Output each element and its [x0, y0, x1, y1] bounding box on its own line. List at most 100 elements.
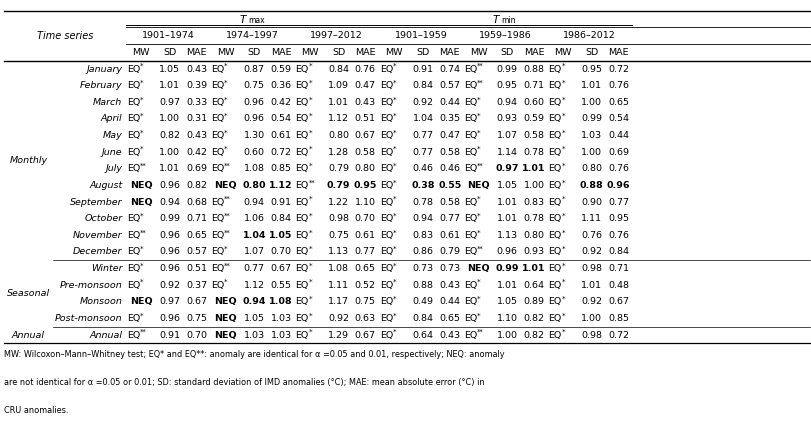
Text: 0.65: 0.65 — [608, 98, 629, 107]
Text: 0.97: 0.97 — [496, 164, 519, 173]
Text: 0.88: 0.88 — [580, 181, 603, 190]
Text: 0.58: 0.58 — [440, 197, 460, 206]
Text: EQ: EQ — [380, 64, 393, 73]
Text: EQ: EQ — [380, 98, 393, 107]
Text: EQ: EQ — [464, 197, 478, 206]
Text: 0.84: 0.84 — [328, 64, 349, 73]
Text: MAE: MAE — [440, 48, 460, 57]
Text: EQ: EQ — [380, 314, 393, 323]
Text: EQ: EQ — [464, 297, 478, 306]
Text: 0.94: 0.94 — [413, 214, 433, 223]
Text: 0.59: 0.59 — [271, 64, 291, 73]
Text: 0.70: 0.70 — [271, 248, 291, 257]
Text: 1.00: 1.00 — [581, 148, 602, 157]
Text: 1.01: 1.01 — [497, 281, 517, 290]
Text: EQ: EQ — [548, 330, 562, 340]
Text: 0.99: 0.99 — [497, 64, 517, 73]
Text: 0.92: 0.92 — [413, 98, 433, 107]
Text: EQ: EQ — [295, 64, 309, 73]
Text: 1.12: 1.12 — [328, 114, 349, 124]
Text: 0.48: 0.48 — [608, 281, 629, 290]
Text: EQ: EQ — [211, 64, 224, 73]
Text: 0.96: 0.96 — [160, 181, 180, 190]
Text: *: * — [393, 163, 397, 169]
Text: *: * — [139, 113, 144, 119]
Text: EQ: EQ — [211, 264, 224, 273]
Text: EQ: EQ — [548, 164, 562, 173]
Text: 0.96: 0.96 — [607, 181, 630, 190]
Text: EQ: EQ — [127, 330, 139, 340]
Text: 0.84: 0.84 — [413, 314, 433, 323]
Text: MAE: MAE — [271, 48, 291, 57]
Text: 1.00: 1.00 — [497, 330, 517, 340]
Text: *: * — [309, 229, 312, 235]
Text: MAE: MAE — [608, 48, 629, 57]
Text: *: * — [562, 279, 565, 285]
Text: *: * — [309, 279, 312, 285]
Text: 1.01: 1.01 — [522, 264, 546, 273]
Text: NEQ: NEQ — [214, 181, 237, 190]
Text: *: * — [309, 246, 312, 252]
Text: 1974–1997: 1974–1997 — [225, 31, 279, 40]
Text: NEQ: NEQ — [214, 314, 237, 323]
Text: 1.03: 1.03 — [243, 330, 265, 340]
Text: *: * — [562, 113, 565, 119]
Text: *: * — [139, 146, 144, 152]
Text: Winter: Winter — [91, 264, 122, 273]
Text: EQ: EQ — [295, 114, 309, 124]
Text: *: * — [309, 329, 312, 335]
Text: 0.54: 0.54 — [271, 114, 291, 124]
Text: EQ: EQ — [548, 281, 562, 290]
Text: *: * — [478, 229, 481, 235]
Text: EQ: EQ — [464, 330, 478, 340]
Text: *: * — [562, 229, 565, 235]
Text: EQ: EQ — [380, 214, 393, 223]
Text: 0.77: 0.77 — [355, 248, 375, 257]
Text: EQ: EQ — [127, 164, 139, 173]
Text: *: * — [393, 296, 397, 302]
Text: 0.94: 0.94 — [160, 197, 180, 206]
Text: EQ: EQ — [380, 181, 393, 190]
Text: 0.82: 0.82 — [524, 314, 544, 323]
Text: *: * — [309, 96, 312, 102]
Text: 0.94: 0.94 — [244, 197, 264, 206]
Text: EQ: EQ — [127, 148, 139, 157]
Text: 1.22: 1.22 — [328, 197, 349, 206]
Text: **: ** — [309, 179, 315, 185]
Text: EQ: EQ — [127, 98, 139, 107]
Text: EQ: EQ — [211, 214, 224, 223]
Text: EQ: EQ — [211, 114, 224, 124]
Text: *: * — [309, 163, 312, 169]
Text: 1959–1986: 1959–1986 — [478, 31, 532, 40]
Text: MW: MW — [132, 48, 150, 57]
Text: 1.14: 1.14 — [497, 148, 517, 157]
Text: 0.93: 0.93 — [523, 248, 545, 257]
Text: 0.99: 0.99 — [496, 264, 519, 273]
Text: 0.76: 0.76 — [355, 64, 375, 73]
Text: 1.00: 1.00 — [160, 148, 180, 157]
Text: 0.70: 0.70 — [355, 214, 375, 223]
Text: 1.01: 1.01 — [160, 164, 180, 173]
Text: 0.91: 0.91 — [413, 64, 433, 73]
Text: 0.80: 0.80 — [581, 164, 602, 173]
Text: EQ: EQ — [295, 297, 309, 306]
Text: MW: MW — [385, 48, 403, 57]
Text: SD: SD — [416, 48, 430, 57]
Text: **: ** — [478, 329, 484, 335]
Text: 0.72: 0.72 — [608, 64, 629, 73]
Text: *: * — [309, 113, 312, 119]
Text: 0.43: 0.43 — [186, 131, 208, 140]
Text: 0.96: 0.96 — [160, 248, 180, 257]
Text: EQ: EQ — [127, 114, 139, 124]
Text: 0.55: 0.55 — [271, 281, 291, 290]
Text: 0.59: 0.59 — [524, 114, 544, 124]
Text: 0.31: 0.31 — [186, 114, 208, 124]
Text: 0.52: 0.52 — [355, 281, 375, 290]
Text: EQ: EQ — [295, 81, 309, 90]
Text: 0.98: 0.98 — [328, 214, 349, 223]
Text: EQ: EQ — [295, 281, 309, 290]
Text: Monsoon: Monsoon — [79, 297, 122, 306]
Text: EQ: EQ — [295, 98, 309, 107]
Text: 1.30: 1.30 — [243, 131, 265, 140]
Text: *: * — [139, 63, 144, 69]
